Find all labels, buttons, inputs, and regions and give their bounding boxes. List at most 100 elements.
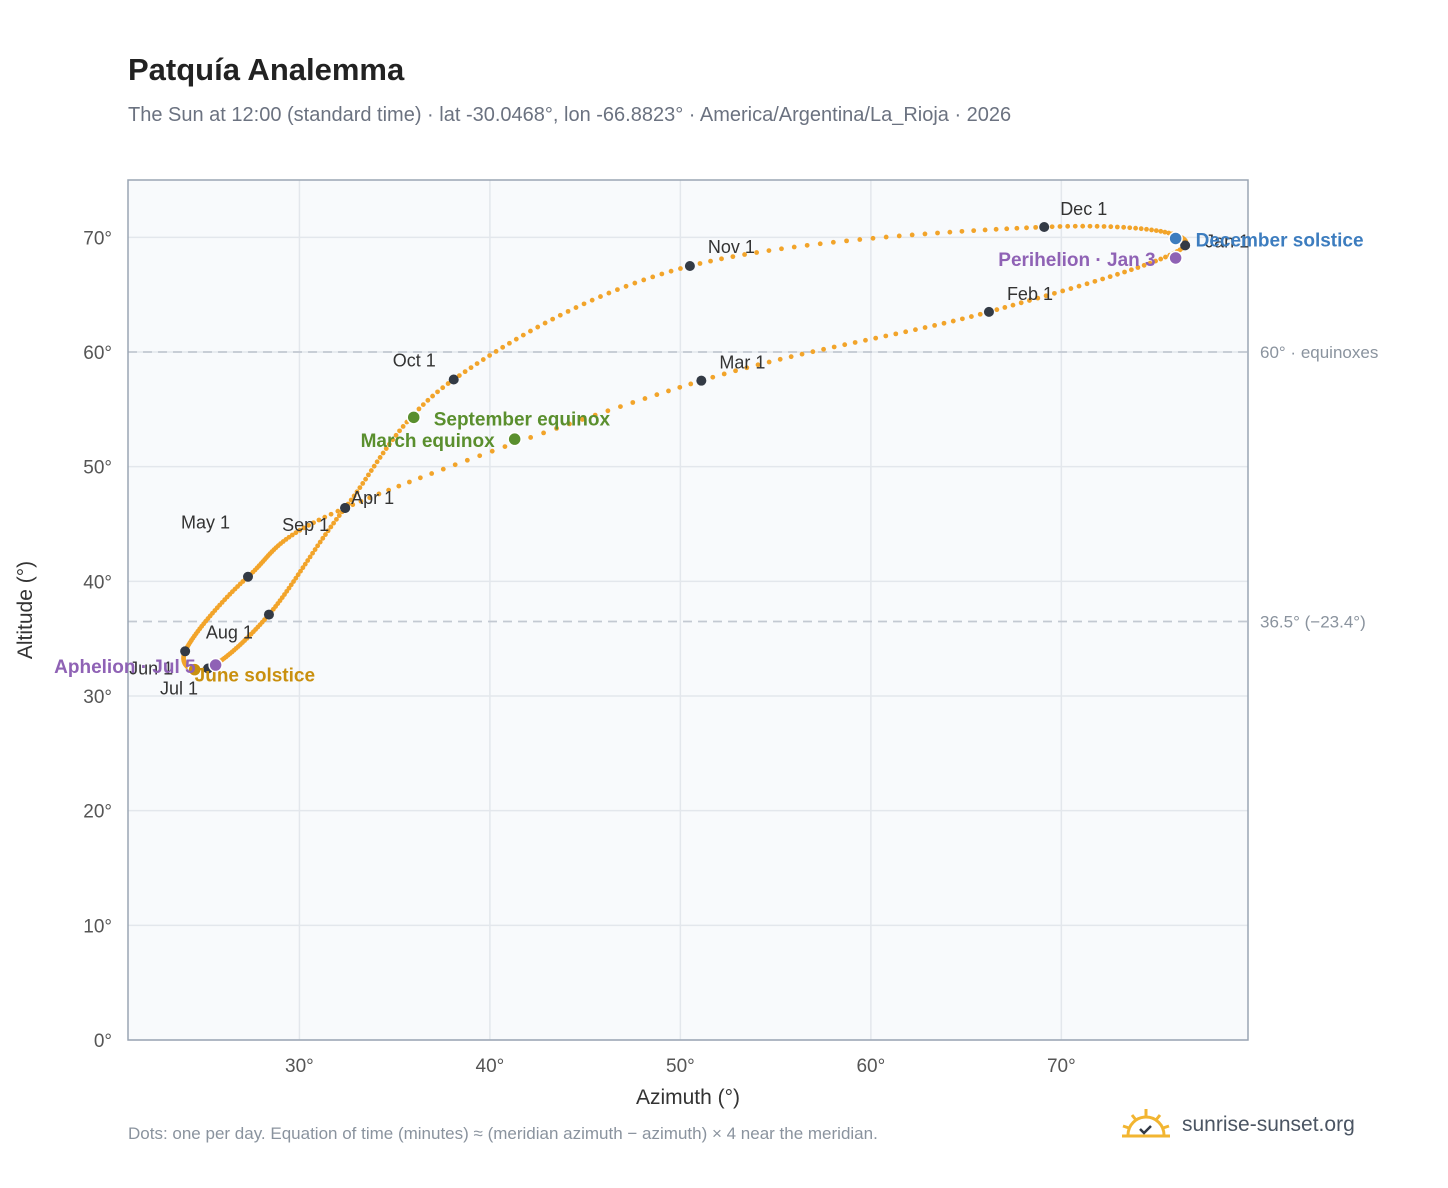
day-dot: [831, 344, 837, 350]
day-dot: [688, 381, 694, 387]
chart-subtitle: The Sun at 12:00 (standard time) · lat -…: [128, 104, 1012, 126]
day-dot: [293, 575, 299, 581]
reference-line-label: 36.5° (−23.4°): [1260, 612, 1366, 631]
month-marker-label: May 1: [181, 513, 230, 533]
month-marker-label: Mar 1: [719, 353, 765, 373]
day-dot: [982, 227, 988, 233]
day-dot: [307, 554, 313, 560]
day-dot: [1115, 271, 1120, 277]
day-dot: [429, 471, 435, 476]
month-marker: [180, 646, 191, 657]
day-dot: [354, 489, 360, 495]
day-dot: [520, 332, 526, 338]
event-label: Aphelion · Jul 5: [54, 657, 196, 678]
day-dot: [554, 425, 559, 431]
day-dot: [1049, 224, 1055, 230]
day-dot: [710, 374, 716, 380]
day-dot: [336, 513, 342, 518]
brand[interactable]: sunrise-sunset.org: [1120, 1100, 1355, 1150]
day-dot: [947, 229, 953, 235]
day-dot: [817, 241, 823, 247]
x-tick-label: 40°: [476, 1056, 505, 1077]
y-tick-label: 20°: [83, 802, 112, 823]
day-dot: [1149, 227, 1154, 233]
day-dot: [623, 283, 629, 289]
month-marker: [1180, 240, 1191, 251]
month-marker-label: Sep 1: [282, 515, 329, 535]
brand-name[interactable]: sunrise-sunset.org: [1182, 1113, 1355, 1136]
x-tick-label: 60°: [856, 1056, 885, 1077]
event-label: Perihelion · Jan 3: [998, 250, 1155, 271]
y-tick-label: 40°: [83, 572, 112, 593]
day-dot: [1107, 274, 1113, 280]
day-dot: [708, 258, 713, 264]
day-dot: [565, 308, 571, 314]
day-dot: [1010, 302, 1016, 308]
day-dot: [1141, 262, 1147, 268]
day-dot: [325, 528, 331, 534]
day-dot: [1121, 224, 1127, 230]
day-dot: [452, 462, 458, 468]
day-dot: [873, 335, 879, 341]
day-dot: [779, 246, 784, 252]
month-marker: [1039, 222, 1050, 233]
day-dot: [311, 520, 316, 526]
reference-lines: 60° · equinoxes 36.5° (−23.4°): [128, 343, 1378, 631]
event-label: March equinox: [361, 431, 496, 452]
day-dot: [721, 371, 727, 377]
day-dot: [489, 448, 495, 454]
event-marker: [187, 662, 202, 677]
day-dot: [334, 516, 339, 522]
day-dot: [464, 457, 470, 463]
day-dot: [328, 524, 334, 530]
day-dot: [1076, 283, 1082, 289]
y-tick-label: 10°: [83, 916, 112, 937]
day-dot: [298, 568, 303, 574]
day-dot: [666, 388, 671, 394]
day-dot: [935, 230, 940, 236]
chart-title: Patquía Analemma: [128, 52, 405, 87]
day-dot: [830, 239, 836, 245]
chart-footnote: Dots: one per day. Equation of time (min…: [128, 1124, 878, 1143]
day-dot: [386, 487, 392, 493]
day-dot: [420, 402, 426, 407]
day-dot: [425, 397, 431, 403]
day-dot: [528, 435, 534, 440]
plot-frame: [127, 179, 1249, 1041]
event-marker: [507, 431, 522, 447]
day-dot: [677, 384, 683, 390]
day-dot: [1127, 225, 1133, 231]
day-dot: [300, 565, 306, 571]
y-tick-label: 50°: [83, 458, 112, 479]
day-dot: [950, 318, 956, 324]
day-dot: [542, 320, 548, 326]
day-dot: [1084, 281, 1090, 287]
day-dot: [1133, 225, 1138, 231]
day-dot: [1014, 225, 1020, 231]
day-dot: [605, 408, 611, 414]
day-dot: [896, 233, 902, 239]
event-marker: [1168, 231, 1183, 246]
day-dot: [744, 365, 750, 371]
day-dot: [598, 294, 603, 299]
month-marker: [340, 502, 351, 513]
month-marker: [684, 261, 695, 271]
day-dot: [1057, 224, 1063, 229]
day-dot: [456, 373, 462, 378]
day-dot: [357, 485, 363, 491]
day-dot: [393, 432, 399, 438]
x-tick-label: 50°: [666, 1056, 695, 1077]
day-dot: [406, 479, 412, 485]
day-dot: [1004, 226, 1010, 232]
day-dot: [487, 353, 493, 358]
day-dot: [791, 244, 797, 250]
day-dot: [310, 550, 315, 556]
month-marker-label: Jan 1: [1205, 231, 1249, 251]
day-dot: [893, 331, 899, 337]
day-dot: [589, 297, 595, 303]
plot-area: [128, 180, 1248, 1040]
day-dot: [366, 472, 371, 478]
event-label: September equinox: [434, 409, 611, 430]
day-dot: [719, 256, 724, 262]
